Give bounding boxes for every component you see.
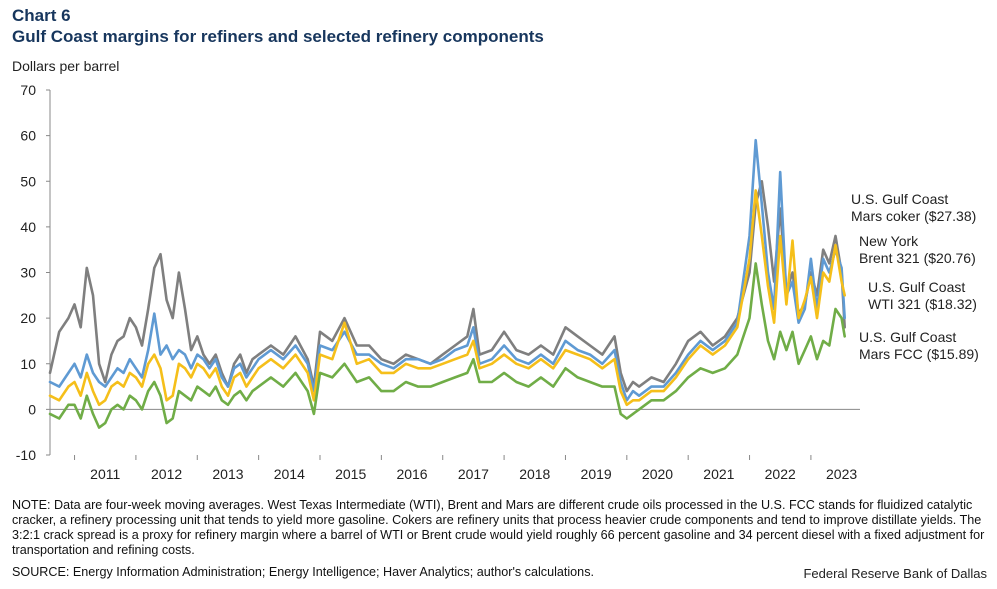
y-tick-label: -10 <box>16 447 36 463</box>
x-tick-label: 2016 <box>396 466 427 482</box>
x-tick-label: 2022 <box>765 466 796 482</box>
x-tick-label: 2017 <box>458 466 489 482</box>
series-label-mars-coker: U.S. Gulf Coast Mars coker ($27.38) <box>851 191 976 225</box>
series-label-wti-321-line2: WTI 321 ($18.32) <box>868 296 977 312</box>
x-tick-label: 2018 <box>519 466 550 482</box>
publisher-credit: Federal Reserve Bank of Dallas <box>803 566 987 581</box>
chart-series-lines <box>48 138 847 429</box>
chart-axes: -10 0 10 20 30 40 50 60 70 2011 2012 2013 2014 2015 20… <box>16 82 860 482</box>
y-axis-unit-label: Dollars per barrel <box>12 58 120 74</box>
y-tick-label: 0 <box>28 401 36 417</box>
x-tick-label: 2015 <box>335 466 366 482</box>
chart-number: Chart 6 <box>12 6 71 25</box>
y-tick-label: 70 <box>20 82 36 98</box>
y-tick-label: 30 <box>20 265 36 281</box>
series-label-mars-coker-line2: Mars coker ($27.38) <box>851 208 977 224</box>
series-label-mars-fcc-line1: U.S. Gulf Coast <box>859 329 957 345</box>
y-tick-label: 50 <box>20 173 36 189</box>
x-tick-label: 2013 <box>212 466 243 482</box>
series-label-brent-321: New York Brent 321 ($20.76) <box>859 233 976 267</box>
x-tick-label: 2012 <box>151 466 182 482</box>
series-line-3 <box>48 262 847 429</box>
y-tick-label: 60 <box>20 128 36 144</box>
series-label-brent-321-line2: Brent 321 ($20.76) <box>859 250 976 266</box>
series-line-1 <box>48 138 847 402</box>
series-label-wti-321-line1: U.S. Gulf Coast <box>868 279 966 295</box>
chart-title: Gulf Coast margins for refiners and sele… <box>12 27 544 46</box>
x-tick-label: 2011 <box>90 466 120 482</box>
x-tick-label: 2021 <box>703 466 734 482</box>
y-tick-label: 20 <box>20 310 36 326</box>
series-line-2 <box>48 189 847 407</box>
series-label-mars-fcc-line2: Mars FCC ($15.89) <box>859 346 979 362</box>
series-label-mars-coker-line1: U.S. Gulf Coast <box>851 191 949 207</box>
y-tick-label: 10 <box>20 356 36 372</box>
x-tick-label: 2020 <box>642 466 673 482</box>
y-tick-label: 40 <box>20 219 36 235</box>
x-tick-label: 2019 <box>581 466 612 482</box>
line-chart: -10 0 10 20 30 40 50 60 70 2011 2012 2013 2014 2015 20… <box>16 82 860 482</box>
chart-note: NOTE: Data are four-week moving averages… <box>12 498 985 557</box>
chart-source: SOURCE: Energy Information Administratio… <box>12 565 594 579</box>
series-label-mars-fcc: U.S. Gulf Coast Mars FCC ($15.89) <box>859 329 979 363</box>
x-tick-label: 2023 <box>826 466 857 482</box>
series-label-brent-321-line1: New York <box>859 233 919 249</box>
series-label-wti-321: U.S. Gulf Coast WTI 321 ($18.32) <box>868 279 977 313</box>
series-line-0 <box>48 180 847 393</box>
x-tick-label: 2014 <box>274 466 305 482</box>
